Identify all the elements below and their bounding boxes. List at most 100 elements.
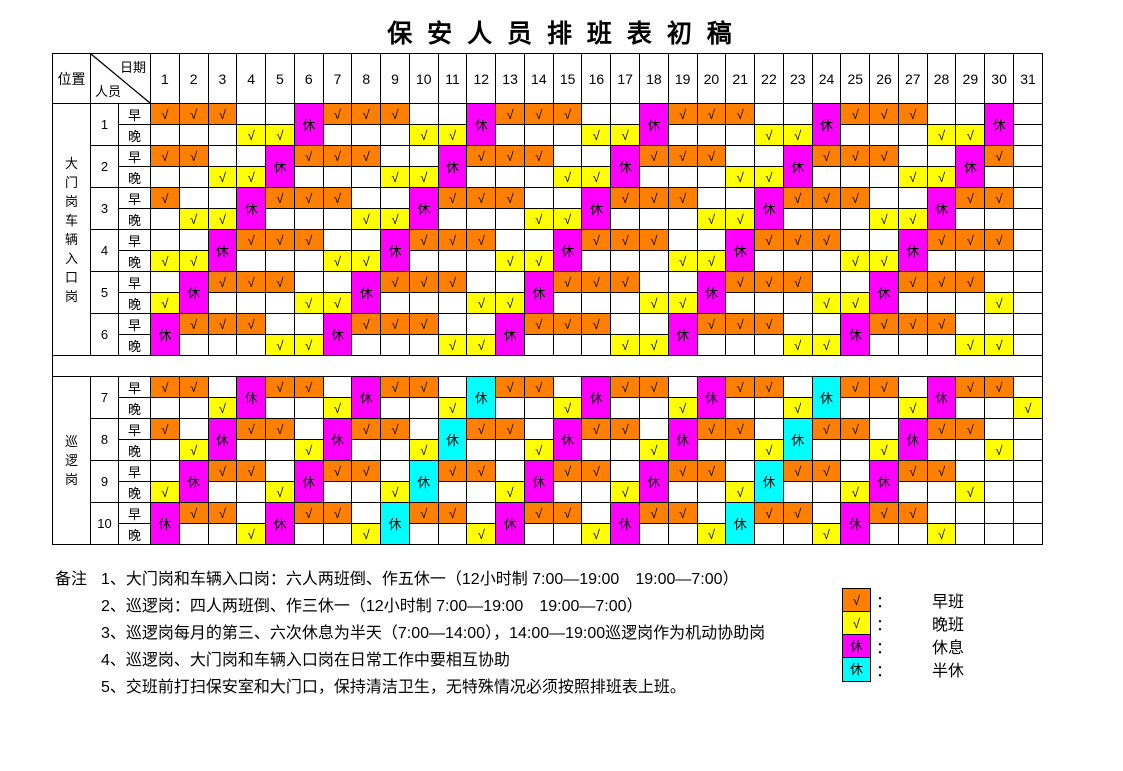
empty-cell — [523, 229, 554, 251]
late-shift-cell: √ — [495, 250, 525, 272]
empty-cell — [1012, 418, 1044, 440]
early-shift-cell: √ — [523, 313, 554, 335]
empty-cell — [581, 292, 612, 314]
early-shift-cell: √ — [150, 187, 180, 209]
empty-cell — [351, 187, 382, 209]
empty-cell — [725, 145, 756, 167]
early-shift-cell: √ — [552, 271, 583, 293]
early-shift-cell: √ — [322, 502, 353, 524]
empty-cell — [322, 208, 353, 230]
early-shift-cell: √ — [984, 229, 1014, 251]
group-separator — [52, 355, 1043, 377]
rest-cell: 休 — [236, 376, 267, 419]
empty-cell — [293, 418, 324, 440]
empty-cell — [955, 460, 986, 482]
rest-cell: 休 — [408, 187, 439, 230]
empty-cell — [610, 313, 641, 335]
late-shift-cell: √ — [754, 124, 784, 146]
early-shift-cell: √ — [955, 271, 986, 293]
empty-cell — [178, 418, 209, 440]
late-shift-cell: √ — [811, 292, 842, 314]
legend-colon: ： — [876, 663, 893, 680]
shift-label-morning: 早 — [118, 418, 151, 440]
early-shift-cell: √ — [840, 418, 871, 440]
empty-cell — [380, 439, 410, 461]
early-shift-cell: √ — [811, 418, 842, 440]
empty-cell — [351, 439, 382, 461]
early-shift-cell: √ — [840, 376, 871, 398]
late-shift-cell: √ — [869, 250, 899, 272]
empty-cell — [639, 397, 669, 419]
shift-label-evening: 晚 — [118, 439, 151, 461]
early-shift-cell: √ — [552, 103, 583, 125]
day-header: 11 — [437, 53, 468, 104]
early-shift-cell: √ — [667, 502, 698, 524]
empty-cell — [782, 523, 813, 545]
late-shift-cell: √ — [466, 334, 497, 356]
rest-cell: 休 — [639, 460, 669, 503]
empty-cell — [1012, 145, 1044, 167]
early-shift-cell: √ — [552, 502, 583, 524]
empty-cell — [754, 292, 784, 314]
early-shift-cell: √ — [696, 418, 727, 440]
rest-cell: 休 — [926, 187, 957, 230]
half-rest-cell: 休 — [811, 376, 842, 419]
rest-cell: 休 — [207, 229, 238, 272]
early-shift-cell: √ — [437, 187, 468, 209]
empty-cell — [437, 481, 468, 503]
empty-cell — [1012, 481, 1044, 503]
empty-cell — [322, 376, 353, 398]
empty-cell — [840, 124, 871, 146]
half-rest-cell: 休 — [725, 502, 756, 545]
early-shift-cell: √ — [293, 502, 324, 524]
empty-cell — [869, 334, 899, 356]
day-header: 27 — [897, 53, 928, 104]
late-shift-cell: √ — [782, 124, 813, 146]
rest-cell: 休 — [667, 418, 698, 461]
late-shift-cell: √ — [984, 334, 1014, 356]
empty-cell — [1012, 334, 1044, 356]
empty-cell — [408, 397, 439, 419]
empty-cell — [150, 439, 180, 461]
date-person-header: 日期 人员 — [90, 53, 151, 104]
empty-cell — [466, 208, 497, 230]
day-header: 17 — [610, 53, 641, 104]
early-shift-cell: √ — [897, 460, 928, 482]
empty-cell — [926, 292, 957, 314]
early-shift-cell: √ — [754, 313, 784, 335]
shift-label-morning: 早 — [118, 229, 151, 251]
early-shift-cell: √ — [351, 460, 382, 482]
empty-cell — [437, 523, 468, 545]
late-shift-cell: √ — [495, 481, 525, 503]
early-shift-cell: √ — [150, 418, 180, 440]
empty-cell — [984, 502, 1014, 524]
day-header: 31 — [1012, 53, 1044, 104]
early-shift-cell: √ — [811, 460, 842, 482]
empty-cell — [984, 523, 1014, 545]
late-shift-cell: √ — [782, 334, 813, 356]
empty-cell — [380, 397, 410, 419]
day-header: 14 — [523, 53, 554, 104]
empty-cell — [207, 145, 238, 167]
empty-cell — [754, 145, 784, 167]
late-shift-cell: √ — [380, 166, 410, 188]
early-shift-cell: √ — [955, 187, 986, 209]
empty-cell — [725, 397, 756, 419]
early-shift-cell: √ — [782, 187, 813, 209]
early-shift-cell: √ — [408, 313, 439, 335]
rest-cell: 休 — [610, 502, 641, 545]
early-shift-cell: √ — [926, 313, 957, 335]
empty-cell — [897, 187, 928, 209]
empty-cell — [782, 481, 813, 503]
empty-cell — [926, 502, 957, 524]
early-shift-cell: √ — [639, 187, 669, 209]
empty-cell — [984, 271, 1014, 293]
rest-cell: 休 — [811, 103, 842, 146]
empty-cell — [523, 418, 554, 440]
late-shift-cell: √ — [437, 334, 468, 356]
half-rest-cell: 休 — [380, 502, 410, 545]
early-shift-cell: √ — [466, 460, 497, 482]
empty-cell — [984, 481, 1014, 503]
late-shift-cell: √ — [639, 292, 669, 314]
early-shift-cell: √ — [581, 229, 612, 251]
